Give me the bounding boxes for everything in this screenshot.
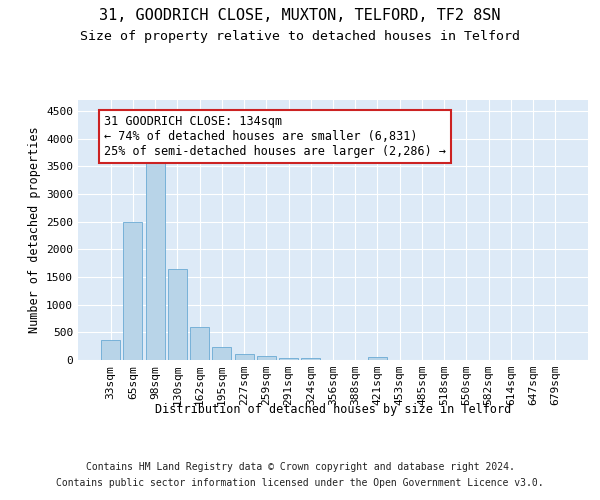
Text: 31, GOODRICH CLOSE, MUXTON, TELFORD, TF2 8SN: 31, GOODRICH CLOSE, MUXTON, TELFORD, TF2… xyxy=(99,8,501,22)
Bar xyxy=(168,270,187,360)
Text: Contains public sector information licensed under the Open Government Licence v3: Contains public sector information licen… xyxy=(56,478,544,488)
Bar xyxy=(257,356,276,360)
Bar xyxy=(101,340,120,360)
Text: Distribution of detached houses by size in Telford: Distribution of detached houses by size … xyxy=(155,402,511,415)
Bar xyxy=(146,152,164,360)
Bar xyxy=(235,354,254,360)
Text: Contains HM Land Registry data © Crown copyright and database right 2024.: Contains HM Land Registry data © Crown c… xyxy=(86,462,514,472)
Bar xyxy=(212,348,231,360)
Bar xyxy=(279,358,298,360)
Bar xyxy=(368,357,387,360)
Bar xyxy=(190,328,209,360)
Bar xyxy=(301,358,320,360)
Bar xyxy=(124,222,142,360)
Y-axis label: Number of detached properties: Number of detached properties xyxy=(28,126,41,334)
Text: 31 GOODRICH CLOSE: 134sqm
← 74% of detached houses are smaller (6,831)
25% of se: 31 GOODRICH CLOSE: 134sqm ← 74% of detac… xyxy=(104,115,446,158)
Text: Size of property relative to detached houses in Telford: Size of property relative to detached ho… xyxy=(80,30,520,43)
